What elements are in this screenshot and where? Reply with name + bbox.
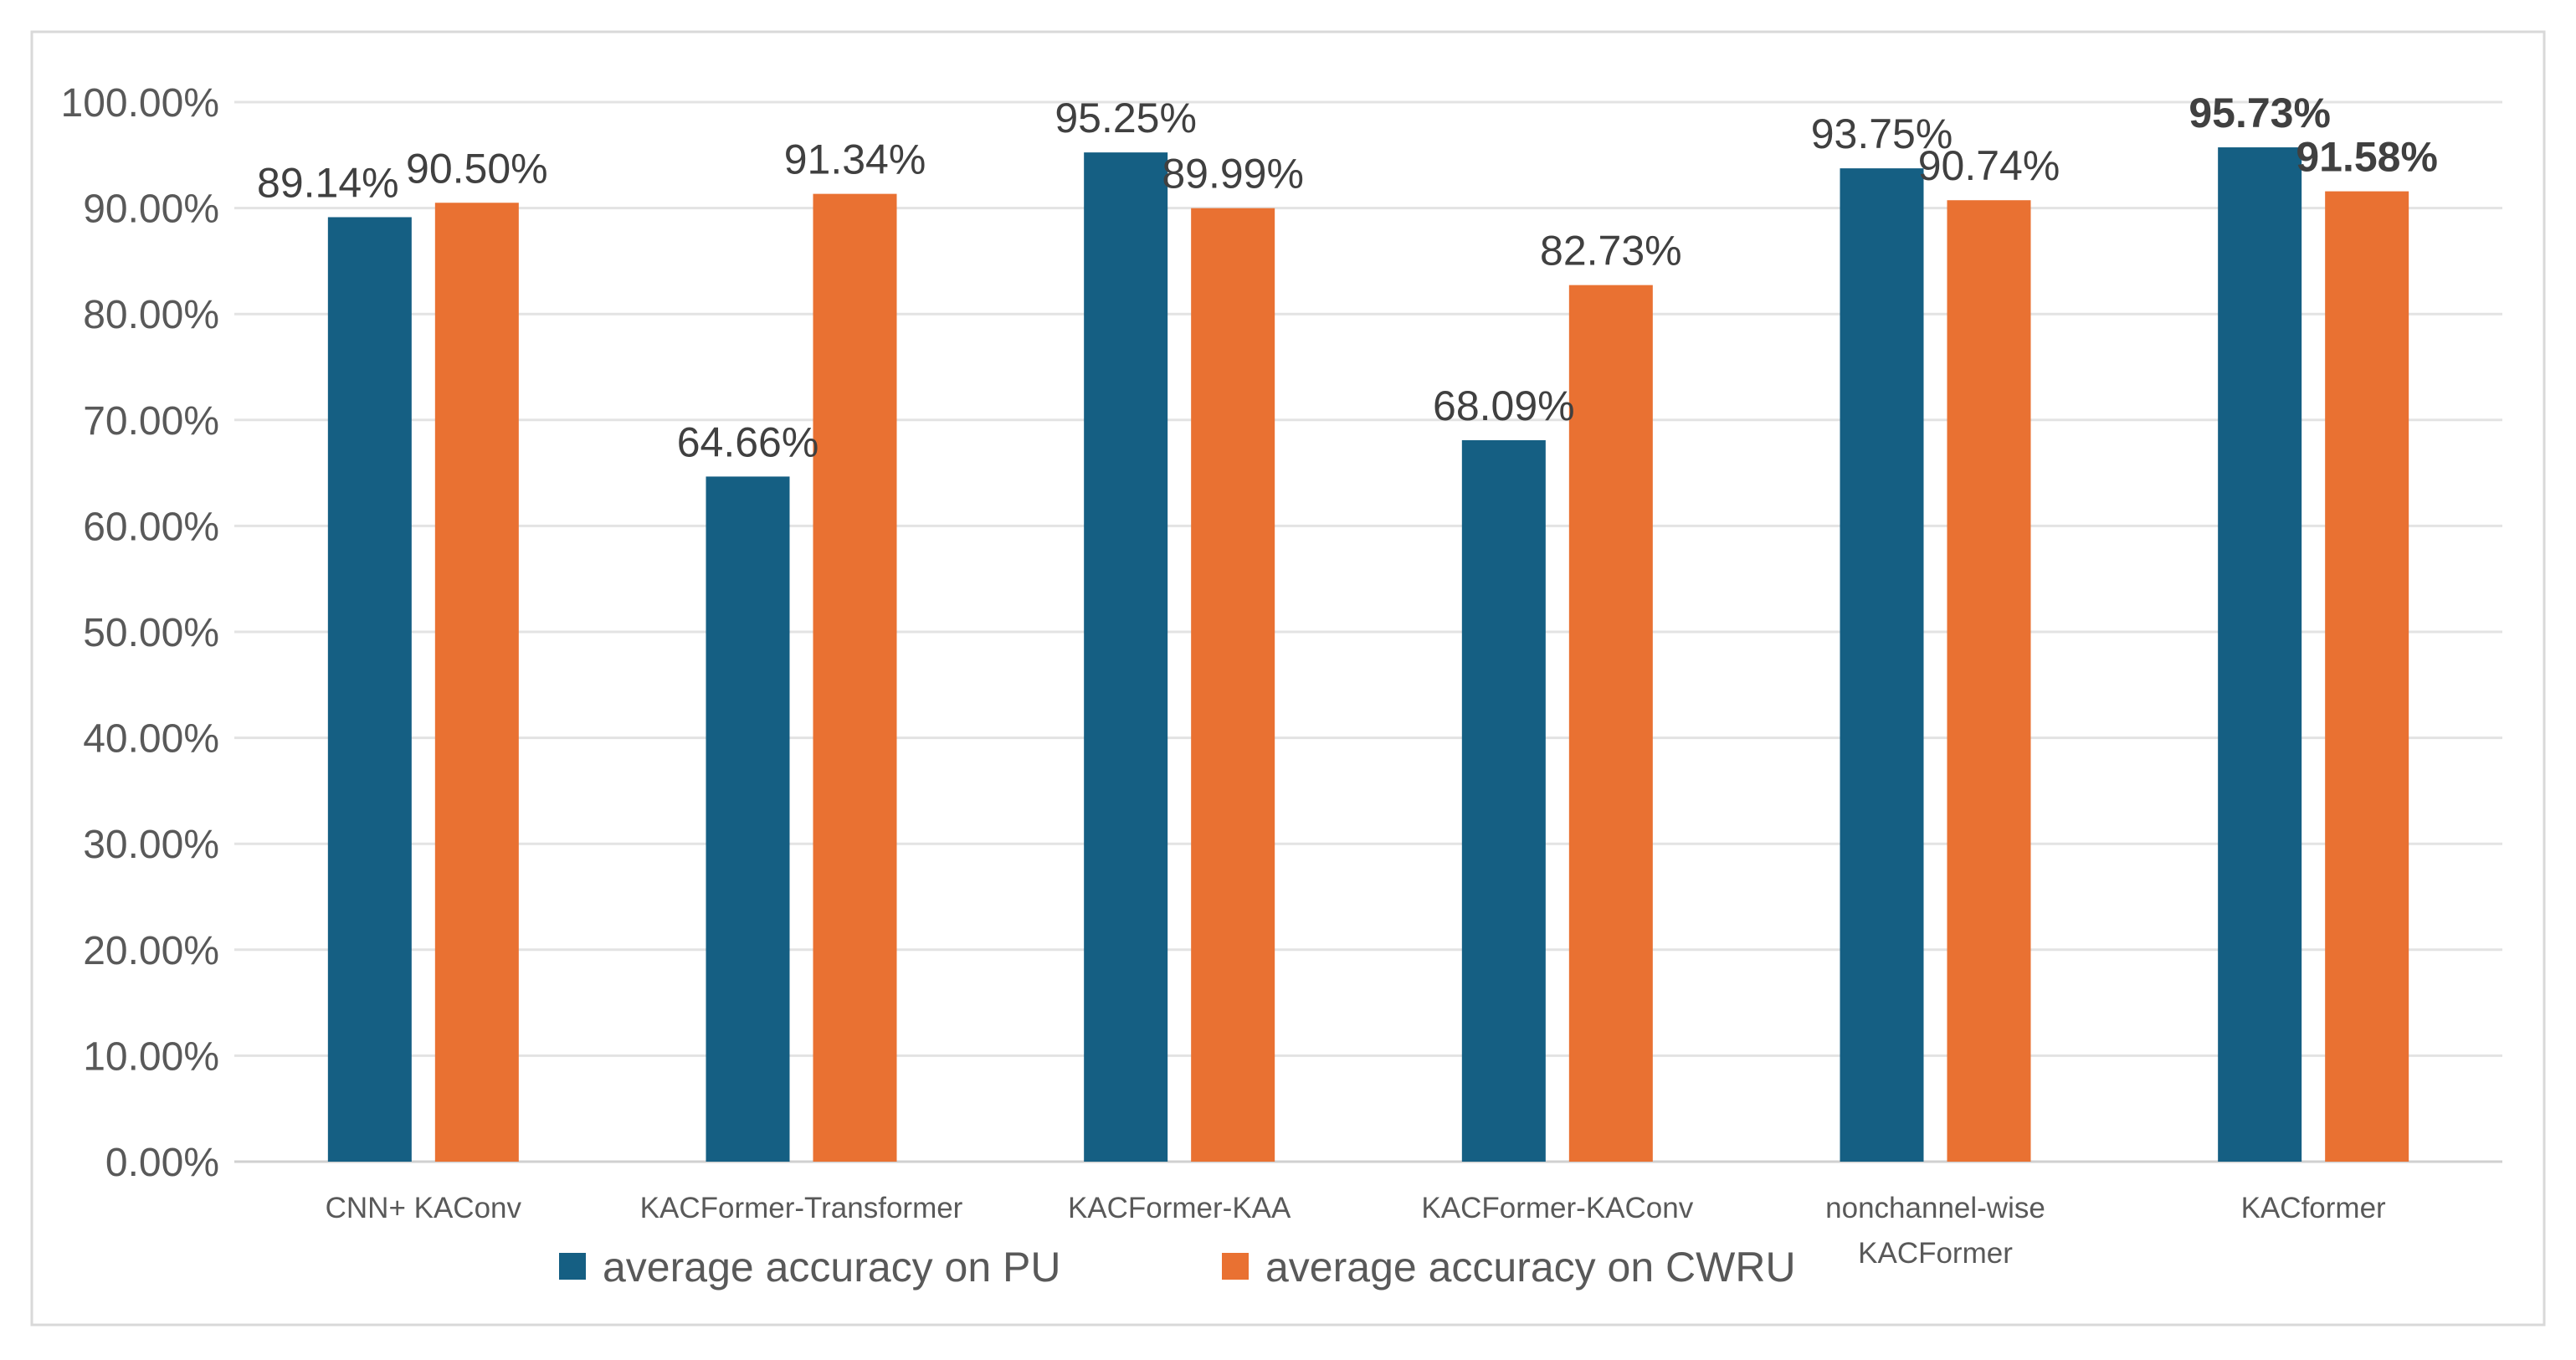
data-label-cwru: 91.34% — [784, 136, 926, 183]
bar-cwru — [2325, 191, 2409, 1162]
y-tick-label: 80.00% — [83, 293, 219, 337]
data-label-cwru: 89.99% — [1162, 151, 1304, 198]
bar-cwru — [1191, 208, 1275, 1162]
category-label: CNN+ KAConv — [326, 1192, 522, 1224]
bar-pu — [1461, 439, 1546, 1162]
bars — [327, 147, 2409, 1162]
data-labels: 89.14% 90.50% 64.66% 91.34% 95.25% 89.99% 68.0… — [257, 90, 2438, 465]
y-tick-label: 70.00% — [83, 399, 219, 444]
legend-swatch-pu — [559, 1253, 586, 1280]
category-label: KACFormer — [1858, 1237, 2013, 1270]
data-label-pu: 95.73% — [2189, 90, 2331, 136]
data-label-pu: 89.14% — [257, 159, 399, 206]
data-label-cwru: 90.50% — [406, 145, 548, 192]
bar-cwru — [1568, 285, 1653, 1162]
y-tick-label: 60.00% — [83, 505, 219, 549]
bar-pu — [2218, 147, 2302, 1162]
y-tick-label: 90.00% — [83, 187, 219, 232]
legend-label-pu: average accuracy on PU — [603, 1244, 1061, 1291]
bar-pu — [1840, 168, 1924, 1162]
gridlines — [234, 100, 2502, 1163]
category-label: KACFormer-KAA — [1068, 1192, 1291, 1224]
bar-cwru — [1947, 200, 2031, 1162]
legend-swatch-cwru — [1222, 1253, 1249, 1280]
category-label: KACFormer-Transformer — [640, 1192, 963, 1224]
data-label-pu: 95.25% — [1055, 95, 1197, 141]
data-label-cwru: 91.58% — [2296, 134, 2438, 181]
bar-cwru — [813, 193, 897, 1162]
y-tick-label: 0.00% — [105, 1141, 219, 1185]
data-label-cwru: 82.73% — [1540, 228, 1682, 275]
y-tick-label: 40.00% — [83, 717, 219, 762]
data-label-pu: 64.66% — [677, 418, 819, 465]
y-tick-label: 50.00% — [83, 611, 219, 655]
legend-label-cwru: average accuracy on CWRU — [1265, 1244, 1796, 1291]
y-axis-tick-labels: 0.00% 10.00% 20.00% 30.00% 40.00% 50.00% 60.00… — [61, 81, 220, 1185]
bar-pu — [706, 476, 790, 1162]
data-label-cwru: 90.74% — [1918, 142, 2060, 189]
data-label-pu: 68.09% — [1433, 382, 1575, 429]
x-axis-category-labels: CNN+ KAConv KACFormer-Transformer KACForme… — [326, 1192, 2386, 1270]
category-label: KACFormer-KAConv — [1421, 1192, 1693, 1224]
category-label: nonchannel-wise — [1825, 1192, 2045, 1224]
y-tick-label: 30.00% — [83, 823, 219, 867]
legend: average accuracy on PU average accuracy o… — [559, 1244, 1796, 1291]
y-tick-label: 10.00% — [83, 1034, 219, 1079]
bar-cwru — [434, 203, 519, 1162]
data-label-pu: 93.75% — [1811, 110, 1953, 157]
category-label: KACformer — [2241, 1192, 2386, 1224]
bar-pu — [327, 217, 412, 1162]
bar-pu — [1084, 152, 1168, 1162]
y-tick-label: 100.00% — [61, 81, 220, 126]
y-tick-label: 20.00% — [83, 929, 219, 973]
